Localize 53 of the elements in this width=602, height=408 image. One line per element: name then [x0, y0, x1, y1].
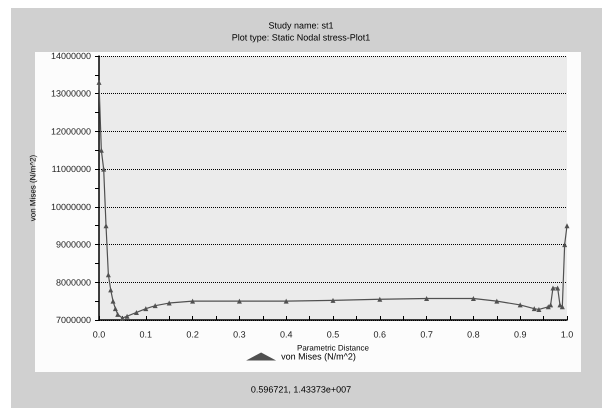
- point: [550, 285, 556, 290]
- x-tick-label: 0.0: [92, 330, 106, 340]
- y-tick-label: 10000000: [50, 202, 91, 212]
- point: [494, 298, 500, 304]
- point: [115, 312, 120, 317]
- x-axis-title: Parametric Distance: [296, 344, 370, 352]
- point: [134, 310, 139, 315]
- y-tick-label: 14000000: [50, 51, 91, 61]
- x-tick-label: 0.2: [186, 330, 199, 340]
- point: [143, 306, 148, 312]
- y-tick-label: 11000000: [52, 164, 91, 174]
- x-tick-label: 0.4: [280, 330, 292, 340]
- x-tick-label: 1.0: [560, 330, 574, 340]
- point: [98, 148, 104, 153]
- point: [424, 296, 430, 302]
- point: [124, 314, 130, 319]
- point: [166, 300, 172, 306]
- point: [96, 80, 102, 85]
- point: [190, 298, 196, 304]
- y-tick-label: 7000000: [56, 315, 91, 325]
- x-tick-label: 0.8: [467, 330, 480, 340]
- y-tick-label: 9000000: [56, 240, 91, 250]
- point: [236, 298, 242, 304]
- y-tick-label: 8000000: [56, 277, 91, 288]
- point: [152, 303, 158, 308]
- point: [112, 306, 118, 312]
- text: 0.596721, 1.43373e+007: [250, 384, 352, 394]
- point: [470, 296, 476, 302]
- point: [110, 298, 116, 304]
- point: [536, 306, 542, 312]
- point: [562, 242, 568, 248]
- point: [120, 316, 125, 321]
- point: [284, 298, 289, 304]
- x-tick-label: 0.7: [420, 330, 433, 340]
- x-tick-label: 0.3: [233, 330, 246, 340]
- point: [564, 223, 570, 228]
- point: [106, 272, 111, 278]
- x-tick-label: 0.1: [140, 330, 152, 340]
- point: [518, 302, 523, 308]
- x-tick-label: 0.9: [514, 330, 526, 340]
- chart-subtitle: Plot type: Static Nodal stress-Plot1: [232, 32, 370, 42]
- y-tick-label: 12000000: [50, 126, 91, 136]
- point: [101, 166, 106, 172]
- y-axis-title: von Mises (N/m^2): [28, 154, 38, 222]
- chart-title: Study name: st1: [268, 20, 334, 30]
- point: [532, 306, 537, 312]
- legend-label: von Mises (N/m^2): [281, 352, 356, 362]
- point: [377, 296, 382, 302]
- x-tick-label: 0.6: [374, 330, 386, 340]
- x-tick-label: 0.5: [326, 330, 340, 340]
- y-tick-label: 13000000: [50, 88, 91, 99]
- point: [330, 298, 336, 303]
- point: [555, 285, 560, 290]
